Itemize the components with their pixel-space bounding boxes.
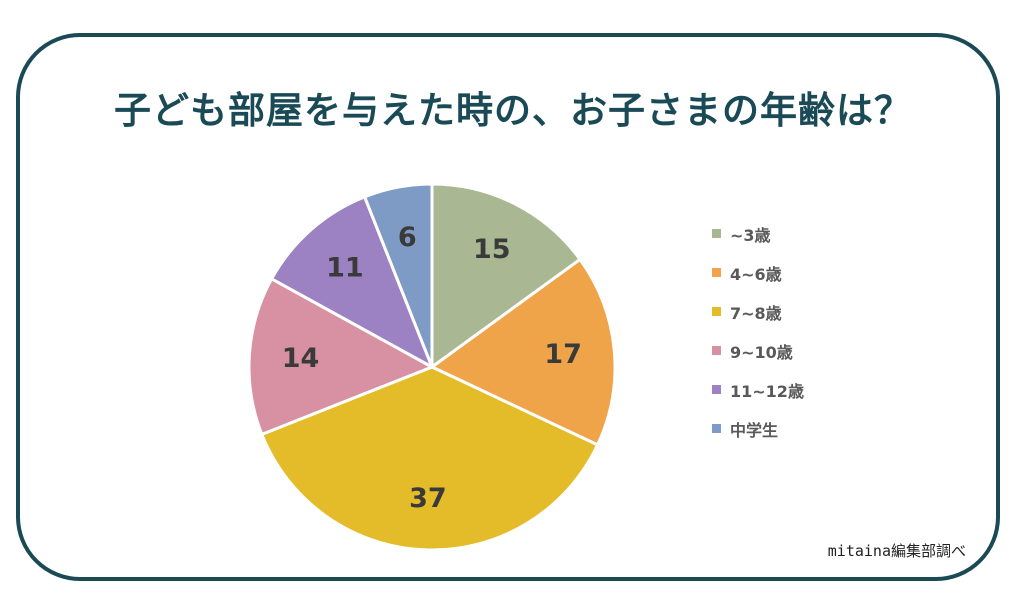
data-label-4: 14 <box>282 343 320 374</box>
pie-slice-2 <box>430 257 617 447</box>
legend-label: 中学生 <box>730 420 779 440</box>
legend-label: 9~10歳 <box>730 342 793 362</box>
pie-slice-3 <box>260 365 600 552</box>
data-label-3: 37 <box>409 483 447 514</box>
legend-label: 7~8歳 <box>730 303 782 323</box>
legend-item-5: 11~12歳 <box>712 370 804 409</box>
legend-swatch <box>712 424 721 433</box>
pie-slice-4 <box>247 277 434 436</box>
legend-item-4: 9~10歳 <box>712 331 804 370</box>
legend-swatch <box>712 307 721 316</box>
data-label-2: 17 <box>544 339 582 370</box>
chart-title: 子ども部屋を与えた時の、お子さまの年齢は？ <box>114 89 912 132</box>
legend-item-3: 7~8歳 <box>712 292 804 331</box>
data-label-5: 11 <box>326 253 364 284</box>
legend: ~3歳 4~6歳 7~8歳 9~10歳 11~12歳 中学生 <box>712 214 804 448</box>
legend-item-6: 中学生 <box>712 409 804 448</box>
legend-label: ~3歳 <box>730 225 771 245</box>
legend-item-1: ~3歳 <box>712 214 804 253</box>
legend-swatch <box>712 268 721 277</box>
data-label-6: 6 <box>398 222 417 253</box>
pie-slice-6 <box>363 182 434 369</box>
legend-label: 4~6歳 <box>730 264 782 284</box>
pie-slice-1 <box>430 182 582 369</box>
legend-swatch <box>712 229 721 238</box>
data-label-1: 15 <box>473 234 511 265</box>
legend-label: 11~12歳 <box>730 381 804 401</box>
legend-swatch <box>712 385 721 394</box>
legend-item-2: 4~6歳 <box>712 253 804 292</box>
legend-swatch <box>712 346 721 355</box>
pie-slice-5 <box>270 195 434 369</box>
source-note: mitaina編集部調べ <box>827 542 966 560</box>
